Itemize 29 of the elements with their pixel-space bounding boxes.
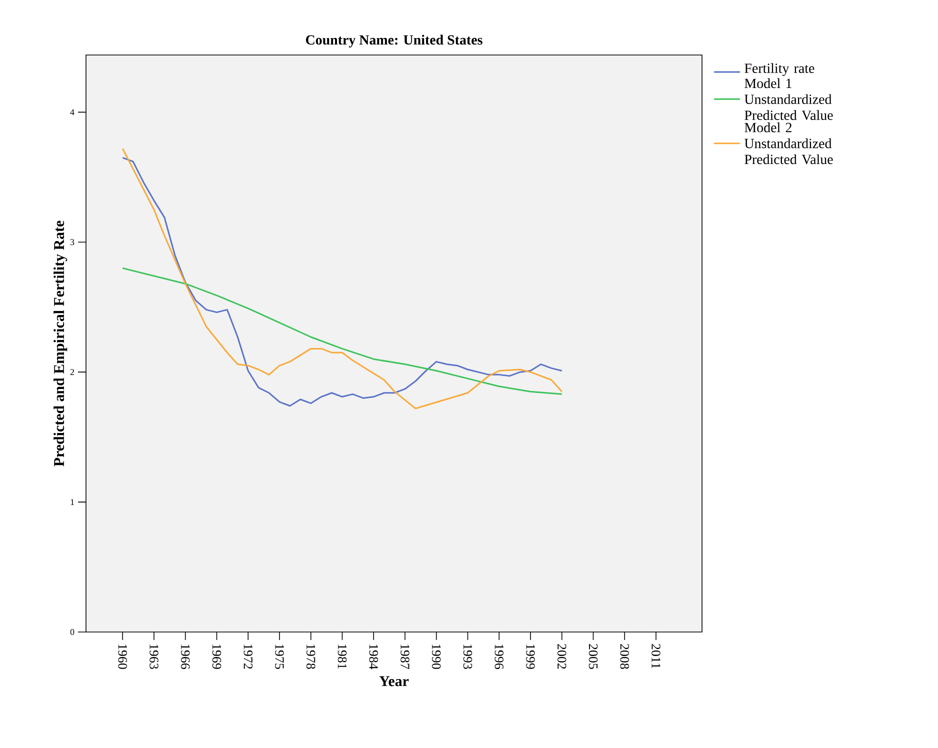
x-tick-label: 1978: [306, 644, 316, 669]
x-tick-label: 1984: [369, 644, 378, 670]
y-tick-label: 4: [70, 109, 74, 116]
y-axis-title: Predicted and Empirical Fertility Rate: [54, 220, 68, 466]
x-tick-label: 1963: [150, 644, 158, 669]
y-tick-label: 3: [70, 239, 74, 246]
x-tick-label: 2008: [620, 644, 629, 669]
x-tick-label: 1972: [244, 644, 252, 669]
legend-label: Model 2 Unstandardized Predicted Value: [744, 122, 833, 164]
x-tick-label: 1999: [526, 644, 535, 669]
x-tick-label: 1975: [275, 644, 284, 669]
x-tick-label: 2002: [557, 644, 566, 669]
x-tick-label: 1960: [118, 644, 127, 669]
legend-label: Fertility rate: [744, 63, 814, 76]
x-tick-label: 1981: [338, 644, 347, 669]
x-tick-label: 2011: [652, 644, 660, 668]
x-tick-label: 1966: [181, 644, 190, 670]
x-tick-label: 2005: [588, 644, 598, 669]
legend-label: Model 1 Unstandardized Predicted Value: [744, 78, 833, 120]
x-tick-label: 1990: [432, 644, 441, 669]
y-tick-label: 1: [70, 499, 74, 505]
x-axis-title: Year: [379, 676, 409, 686]
y-tick-label: 0: [70, 628, 74, 636]
x-tick-label: 1996: [494, 644, 504, 670]
chart-title: Country Name: United States: [306, 34, 482, 48]
x-tick-label: 1993: [463, 644, 472, 669]
x-tick-label: 1969: [212, 644, 222, 669]
y-tick-label: 2: [70, 369, 74, 376]
x-tick-label: 1987: [400, 644, 410, 670]
